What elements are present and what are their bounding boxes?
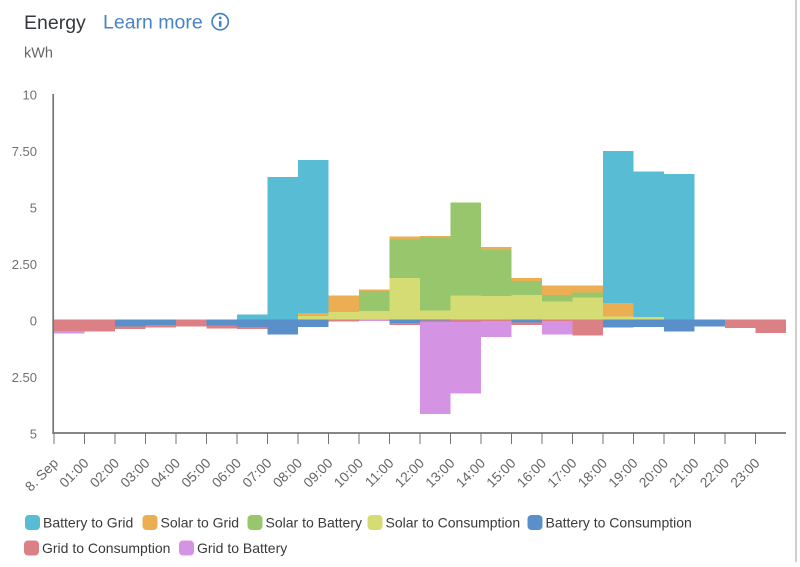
svg-text:2.50: 2.50 xyxy=(12,257,37,272)
svg-text:2.50: 2.50 xyxy=(12,370,37,385)
svg-text:Learn more: Learn more xyxy=(103,12,203,34)
svg-text:Solar to Battery: Solar to Battery xyxy=(266,515,363,531)
svg-text:kWh: kWh xyxy=(24,46,53,62)
svg-text:Solar to Consumption: Solar to Consumption xyxy=(386,515,521,531)
svg-text:0: 0 xyxy=(30,314,37,329)
svg-text:5: 5 xyxy=(30,427,37,442)
svg-text:10: 10 xyxy=(23,88,37,103)
svg-text:5: 5 xyxy=(30,201,37,216)
svg-text:7.50: 7.50 xyxy=(12,144,37,159)
svg-text:Energy: Energy xyxy=(24,12,86,34)
svg-text:Battery to Grid: Battery to Grid xyxy=(43,515,133,531)
svg-text:Battery to Consumption: Battery to Consumption xyxy=(546,515,692,531)
svg-text:Grid to Consumption: Grid to Consumption xyxy=(42,540,170,556)
svg-text:Solar to Grid: Solar to Grid xyxy=(161,515,240,531)
svg-text:Grid to Battery: Grid to Battery xyxy=(197,540,287,556)
